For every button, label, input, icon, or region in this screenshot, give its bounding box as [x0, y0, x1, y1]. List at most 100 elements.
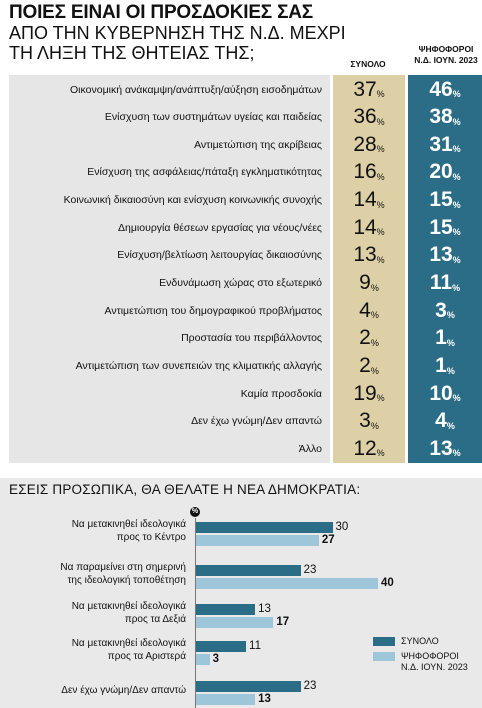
bar-category-label-line: Να μετακινηθεί ιδεολογικά	[71, 601, 186, 612]
table-row: Οικονομική ανάκαμψη/ανάπτυξη/αύξηση εισο…	[9, 75, 482, 104]
voters-number: 15	[429, 188, 453, 212]
table-row: Ενίσχυση των συστημάτων υγείας και παιδε…	[9, 102, 482, 132]
total-percent-sign: %	[376, 227, 385, 238]
row-voters-value: 20%	[408, 157, 482, 187]
row-voters-value: 4%	[408, 406, 482, 436]
row-voters-value: 13%	[408, 240, 482, 270]
title-line-1: ΠΟΙΕΣ ΕΙΝΑΙ ΟΙ ΠΡΟΣΔΟΚΙΕΣ ΣΑΣ	[9, 2, 313, 23]
legend-label-total: ΣΥΝΟΛΟ	[401, 636, 439, 646]
bar-total	[196, 604, 256, 615]
table-row: Άλλο 12% 13%	[9, 434, 482, 464]
table-row: Δεν έχω γνώμη/Δεν απαντώ 3% 4%	[9, 406, 482, 436]
row-label: Άλλο	[9, 434, 330, 464]
voters-number: 13	[429, 243, 453, 267]
row-label: Δεν έχω γνώμη/Δεν απαντώ	[9, 406, 330, 436]
bar-category-label-line: προς τα Δεξιά	[124, 614, 186, 625]
bar-voters	[196, 535, 319, 546]
total-percent-sign: %	[370, 420, 379, 431]
bar-voters	[196, 694, 256, 705]
bar-total-value: 13	[258, 603, 271, 615]
column-header-voters-line1: ΨΗΦΟΦΟΡΟΙ	[418, 44, 474, 54]
total-percent-sign: %	[370, 337, 379, 348]
row-label: Οικονομική ανάκαμψη/ανάπτυξη/αύξηση εισο…	[9, 75, 330, 104]
bar-axis	[195, 518, 196, 708]
voters-percent-sign: %	[452, 227, 461, 238]
table-row: Ενδυνάμωση χώρας στο εξωτερικό 9% 11%	[9, 268, 482, 298]
bar-category-label-line: Να παραμείνει στη σημερινή	[60, 562, 186, 573]
column-header-total: ΣΥΝΟΛΟ	[350, 59, 386, 69]
total-number: 19	[353, 381, 377, 405]
voters-number: 1	[435, 326, 447, 350]
legend-swatch-total	[373, 637, 395, 646]
total-number: 16	[353, 160, 377, 184]
voters-number: 1	[435, 354, 447, 377]
voters-number: 15	[429, 215, 453, 239]
row-total-value: 28%	[333, 130, 405, 160]
voters-percent-sign: %	[452, 393, 461, 404]
row-label: Ενίσχυση/βελτίωση λειτουργίας δικαιοσύνη…	[9, 240, 330, 270]
total-number: 28	[353, 132, 377, 156]
legend-label-voters: ΨΗΦΟΦΟΡΟΙ Ν.Δ. ΙΟΥΝ. 2023	[401, 651, 468, 673]
row-label: Ενίσχυση της ασφάλειας/πάταξη εγκληματικ…	[9, 157, 330, 187]
ideology-title: ΕΣΕΙΣ ΠΡΟΣΩΠΙΚΑ, ΘΑ ΘΕΛΑΤΕ Η ΝΕΑ ΔΗΜΟΚΡΑ…	[9, 482, 361, 497]
bar-total	[196, 681, 301, 692]
total-number: 37	[353, 77, 377, 101]
row-voters-value: 15%	[408, 213, 482, 243]
row-label: Προστασία του περιβάλλοντος	[9, 323, 330, 353]
row-total-value: 16%	[333, 157, 405, 187]
row-total-value: 14%	[333, 213, 405, 243]
voters-percent-sign: %	[446, 337, 455, 348]
voters-number: 46	[429, 77, 453, 101]
total-number: 9	[359, 271, 371, 295]
total-percent-sign: %	[376, 89, 385, 99]
bar-voters	[196, 578, 378, 589]
row-voters-value: 15%	[408, 185, 482, 215]
voters-percent-sign: %	[452, 89, 461, 99]
table-row: Ενίσχυση της ασφάλειας/πάταξη εγκληματικ…	[9, 157, 482, 187]
total-percent-sign: %	[376, 254, 385, 265]
voters-percent-sign: %	[446, 365, 455, 376]
row-label: Αντιμετώπιση των συνεπειών της κλιματική…	[9, 351, 330, 381]
row-total-value: 4%	[333, 296, 405, 326]
bar-category-label: Να μετακινηθεί ιδεολογικά προς τα Δεξιά	[0, 600, 186, 626]
row-voters-value: 11%	[408, 268, 482, 298]
legend-label-voters-line2: Ν.Δ. ΙΟΥΝ. 2023	[401, 662, 468, 672]
row-total-value: 14%	[333, 185, 405, 215]
bar-category-label-line: προς τα Αριστερά	[107, 651, 186, 662]
bar-total-value: 30	[335, 521, 349, 533]
voters-number: 13	[429, 436, 453, 460]
bar-voters-value: 27	[321, 534, 335, 546]
voters-percent-sign: %	[446, 420, 455, 431]
row-label: Ενδυνάμωση χώρας στο εξωτερικό	[9, 268, 330, 298]
row-label: Αντιμετώπιση του δημογραφικού προβλήματο…	[9, 296, 330, 326]
row-total-value: 19%	[333, 379, 405, 409]
voters-percent-sign: %	[452, 254, 461, 265]
row-total-value: 2%	[333, 323, 405, 353]
table-row: Αντιμετώπιση της ακρίβειας 28% 31%	[9, 130, 482, 160]
table-row: Κοινωνική δικαιοσύνη και ενίσχυση κοινων…	[9, 185, 482, 215]
total-percent-sign: %	[376, 116, 385, 127]
row-total-value: 12%	[333, 434, 405, 464]
bar-category-label: Να παραμείνει στη σημερινή της ιδεολογική…	[0, 561, 186, 587]
table-row: Αντιμετώπιση του δημογραφικού προβλήματο…	[9, 296, 482, 326]
total-percent-sign: %	[376, 448, 385, 459]
row-total-value: 3%	[333, 406, 405, 436]
row-label: Κοινωνική δικαιοσύνη και ενίσχυση κοινων…	[9, 185, 330, 215]
bar-category-label: Να μετακινηθεί ιδεολογικά προς τα Αριστερ…	[0, 637, 186, 663]
voters-percent-sign: %	[452, 199, 461, 210]
row-voters-value: 1%	[408, 351, 482, 381]
row-voters-value: 46%	[408, 75, 482, 104]
bar-category-label-line: της ιδεολογική τοποθέτηση	[67, 575, 186, 586]
bar-total-value: 23	[303, 564, 317, 576]
title-line-3: ΤΗ ΛΗΞΗ ΤΗΣ ΘΗΤΕΙΑΣ ΤΗΣ;	[9, 43, 255, 63]
total-percent-sign: %	[370, 365, 379, 376]
total-percent-sign: %	[376, 144, 385, 155]
bar-voters-value: 3	[212, 653, 220, 665]
bar-category-label-line: Δεν έχω γνώμη/Δεν απαντώ	[61, 684, 186, 696]
total-percent-sign: %	[370, 282, 379, 293]
table-row: Αντιμετώπιση των συνεπειών της κλιματική…	[9, 351, 482, 381]
row-voters-value: 1%	[408, 323, 482, 353]
bar-category-label-line: Να μετακινηθεί ιδεολογικά	[71, 519, 186, 530]
voters-percent-sign: %	[452, 116, 461, 127]
bar-voters	[196, 654, 210, 665]
